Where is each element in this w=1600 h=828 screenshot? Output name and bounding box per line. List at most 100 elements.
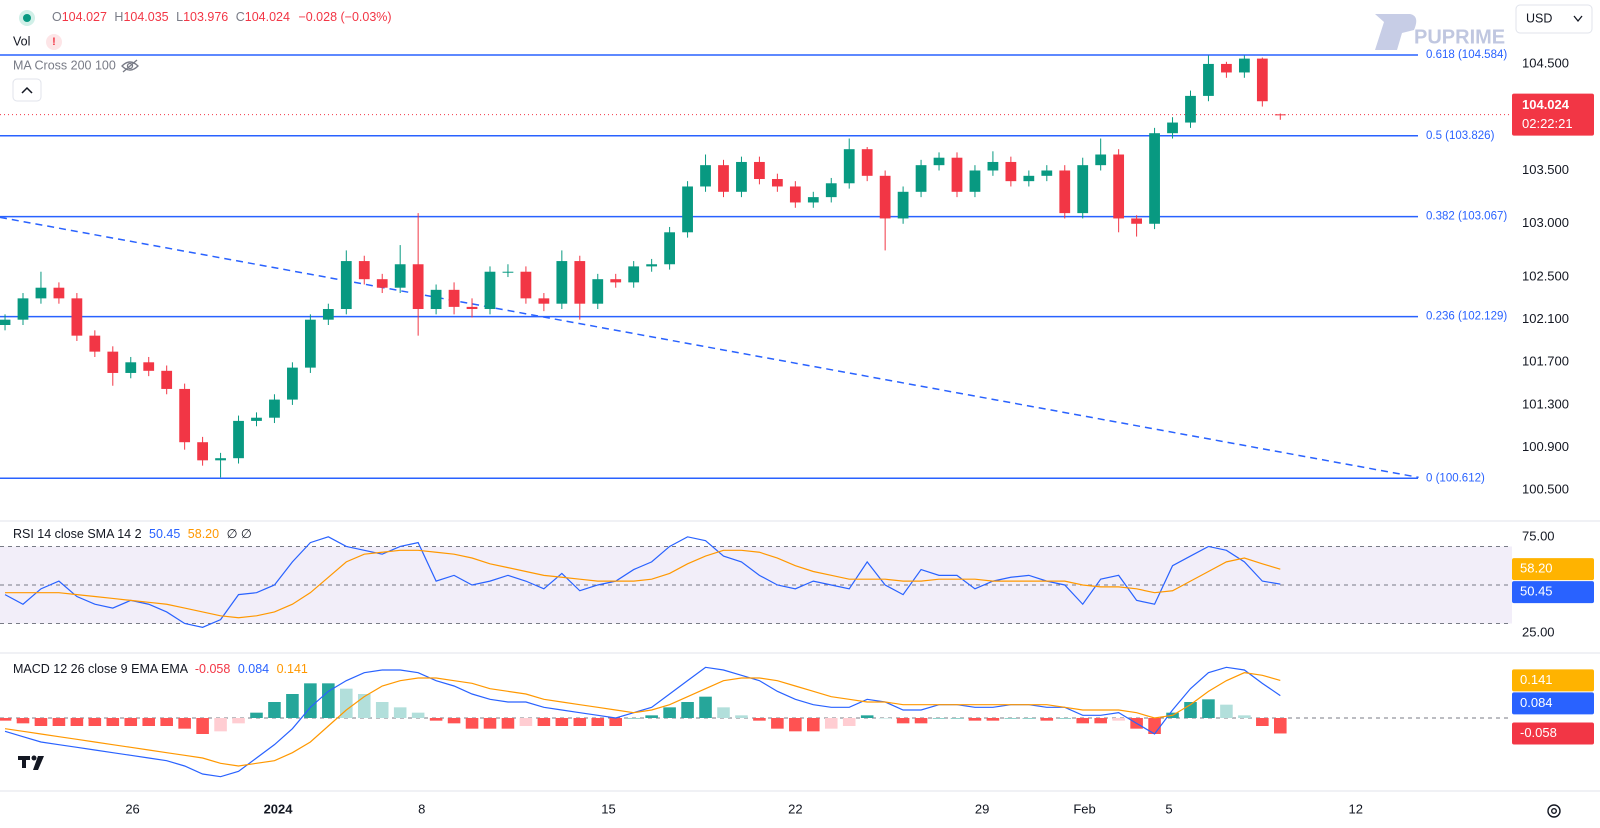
macd-histogram-bar <box>483 718 497 729</box>
candle-body <box>628 266 640 283</box>
macd-histogram-bar <box>70 718 84 726</box>
settings-icon[interactable] <box>1547 804 1561 818</box>
macd-histogram-bar <box>1022 718 1036 719</box>
macd-histogram-bar <box>178 718 191 729</box>
candle-body <box>825 183 837 198</box>
macd-histogram-bar <box>968 718 982 721</box>
ohlc-value: 103.976 <box>183 10 228 24</box>
macd-value: 0.084 <box>238 662 269 676</box>
indicator-name[interactable]: Vol <box>13 34 30 48</box>
rsi-line <box>4 536 1281 628</box>
candle-body <box>1167 122 1178 134</box>
candle-body <box>125 362 137 373</box>
macd-histogram-bar <box>537 718 551 726</box>
ohlc-value: 104.035 <box>123 10 168 24</box>
rsi-band <box>0 546 1512 624</box>
macd-histogram-bar <box>932 718 946 719</box>
macd-histogram-bar <box>807 718 820 732</box>
rsi-line <box>5 549 1281 619</box>
eye-hidden-icon[interactable] <box>121 59 139 73</box>
rsi-title: RSI 14 close SMA 14 2 <box>13 527 142 541</box>
macd-histogram-bar <box>375 702 389 718</box>
macd-histogram-bar <box>1274 718 1287 734</box>
macd-histogram-bar <box>645 715 658 718</box>
candle-body <box>592 279 604 304</box>
candle-body <box>1221 63 1232 73</box>
macd-histogram-bar <box>322 683 335 718</box>
macd-histogram-bar <box>1112 718 1125 721</box>
macd-signal-value: 0.141 <box>277 662 308 676</box>
candle-body <box>1274 114 1286 116</box>
macd-histogram-bar <box>1202 699 1215 718</box>
macd-histogram-bar <box>1004 718 1018 719</box>
macd-histogram-bar <box>250 712 263 718</box>
candle-body <box>933 157 945 166</box>
candle-body <box>161 370 173 389</box>
rsi-legend: RSI 14 close SMA 14 2 50.45 58.20 ∅ ∅ <box>13 527 252 541</box>
macd-histogram-bar <box>663 707 676 718</box>
ohlc-key: L <box>176 10 183 24</box>
trend-line <box>0 216 1419 479</box>
y-tick-label: 102.500 <box>1522 268 1569 283</box>
macd-histogram-bar <box>591 718 605 726</box>
candle-body <box>358 261 370 280</box>
indicator-name[interactable]: MA Cross 200 100 <box>13 58 116 72</box>
candle-body <box>143 362 155 371</box>
candle-body <box>1005 161 1017 182</box>
candle-body <box>376 279 388 288</box>
macd-histogram-bar <box>735 715 748 718</box>
macd-histogram-bar <box>555 718 569 726</box>
candle-body <box>1203 63 1214 96</box>
macd-histogram-bar <box>429 718 443 721</box>
candle-body <box>484 271 496 310</box>
fib-label: 0.382 (103.067) <box>1426 211 1507 223</box>
candle-body <box>1131 218 1142 224</box>
candle-body <box>269 399 280 418</box>
fib-label: 0.236 (102.129) <box>1426 311 1507 323</box>
rsi-box-label: 50.45 <box>1520 584 1553 599</box>
macd-histogram-bar <box>986 718 1000 721</box>
candle-body <box>1238 58 1250 73</box>
x-tick-label: 2024 <box>264 801 294 816</box>
candle-body <box>754 161 765 180</box>
ohlc-value: 104.024 <box>245 10 290 24</box>
candle-body <box>89 335 101 352</box>
candle-body <box>987 161 999 171</box>
collapse-button[interactable] <box>12 78 42 102</box>
currency-button[interactable] <box>1515 4 1593 34</box>
ohlc-key: H <box>114 10 123 24</box>
macd-histogram-bar <box>160 718 173 726</box>
y-tick-label: 100.900 <box>1522 439 1569 454</box>
macd-histogram-bar <box>681 702 694 718</box>
macd-histogram-bar <box>52 718 66 726</box>
candle-body <box>1077 165 1089 214</box>
macd-histogram-bar <box>0 718 12 721</box>
candle-body <box>951 157 963 192</box>
warning-icon[interactable] <box>46 34 62 50</box>
macd-histogram-bar <box>771 718 784 729</box>
candle-body <box>430 289 442 310</box>
macd-histogram-bar <box>286 694 299 718</box>
candle-body <box>700 165 711 187</box>
hist-box-label-box <box>1512 722 1594 745</box>
candle-body <box>1256 58 1268 102</box>
candle-body <box>969 170 981 192</box>
tv-logo[interactable] <box>18 755 44 771</box>
candle-body <box>107 351 119 373</box>
macd-histogram-bar <box>824 718 838 729</box>
macd-histogram-bar <box>842 718 856 726</box>
macd-histogram-bar <box>142 718 156 726</box>
candle-body <box>610 279 622 283</box>
fib-label: 0.5 (103.826) <box>1426 130 1495 142</box>
x-tick-label: 15 <box>601 801 615 816</box>
macd-histogram-bar <box>950 718 964 719</box>
candle-body <box>287 367 298 400</box>
candle-body <box>646 264 658 267</box>
candle-body <box>897 191 909 219</box>
y-tick-label: 103.000 <box>1522 215 1569 230</box>
macd-histogram-bar <box>896 718 910 724</box>
ohlc-change: −0.028 (−0.03%) <box>298 10 391 24</box>
plot: 104.500 103.500 103.000 102.500 102.100 101.7… <box>0 49 1600 816</box>
rsi-sma-value: 58.20 <box>188 527 219 541</box>
candle-body <box>736 161 747 192</box>
